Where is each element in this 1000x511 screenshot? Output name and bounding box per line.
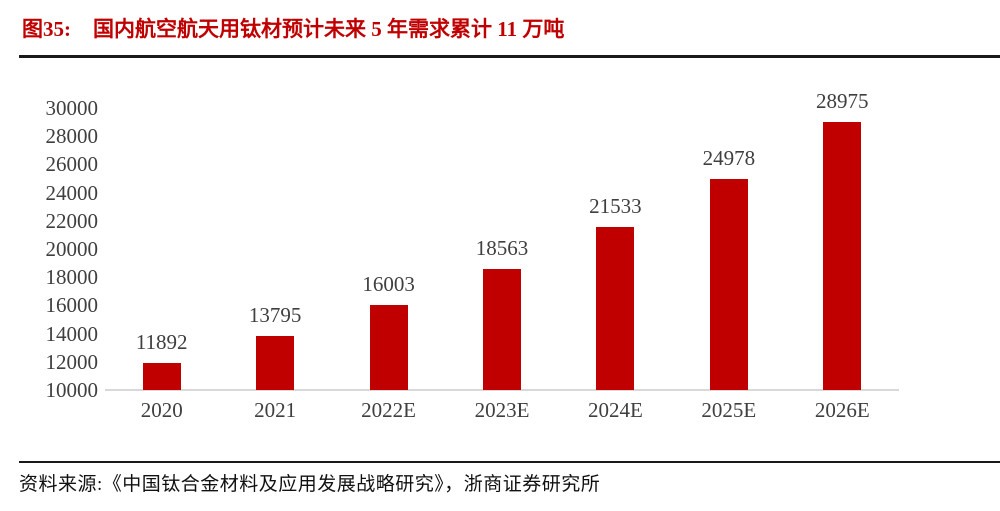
- y-axis-tick-label: 28000: [45, 124, 99, 149]
- y-axis-tick-label: 16000: [45, 293, 99, 318]
- x-axis-category-label: 2026E: [814, 398, 870, 422]
- y-axis-tick-label: 24000: [45, 180, 99, 205]
- y-axis-tick-label: 18000: [45, 265, 99, 290]
- bar-value-label: 28975: [816, 89, 869, 114]
- x-axis-category-label: 2021: [254, 398, 297, 422]
- y-axis-tick-label: 26000: [45, 152, 99, 177]
- x-axis-category-label: 2023E: [474, 398, 530, 422]
- y-axis-tick-label: 10000: [45, 378, 99, 402]
- y-axis-tick-label: 20000: [45, 237, 99, 261]
- bar-value-label: 13795: [248, 303, 302, 328]
- y-axis-tick-label: 30000: [45, 96, 99, 120]
- title-divider-line: [19, 55, 1000, 58]
- y-axis-tick-label: 22000: [45, 208, 99, 233]
- bar-2022e: [369, 305, 408, 390]
- bar-value-label: 21533: [589, 194, 642, 219]
- figure-number-label: 图35:: [22, 17, 71, 41]
- source-note: 资料来源:《中国钛合金材料及应用发展战略研究》，浙商证券研究所: [19, 474, 601, 495]
- bar-chart: 10000 12000 14000 16000 18000 20000 22000 24000…: [45, 89, 899, 422]
- bar-2023e: [483, 269, 521, 390]
- figure-title: 图35: 国内航空航天用钛材预计未来 5 年需求累计 11 万吨: [22, 13, 564, 43]
- bar-2021: [256, 336, 295, 390]
- x-axis-category-label: 2024E: [588, 398, 643, 422]
- x-axis-line: [105, 389, 899, 391]
- figure-title-text: 国内航空航天用钛材预计未来 5 年需求累计 11 万吨: [93, 17, 565, 41]
- bar-value-label: 16003: [362, 272, 415, 297]
- bar-value-label: 24978: [702, 145, 756, 170]
- x-axis-category-label: 2020: [140, 398, 183, 422]
- bar-value-label: 18563: [475, 236, 529, 261]
- x-axis-category-label: 2022E: [361, 398, 416, 422]
- bar-2020: [142, 363, 181, 390]
- bar-2026e: [823, 122, 862, 390]
- y-axis-tick-label: 12000: [45, 349, 99, 374]
- y-axis-tick-label: 14000: [45, 321, 99, 346]
- bar-2024e: [596, 227, 635, 390]
- bar-value-label: 11892: [135, 330, 188, 355]
- source-divider-line: [19, 461, 1000, 463]
- bar-2025e: [709, 178, 748, 390]
- x-axis-category-label: 2025E: [701, 398, 757, 422]
